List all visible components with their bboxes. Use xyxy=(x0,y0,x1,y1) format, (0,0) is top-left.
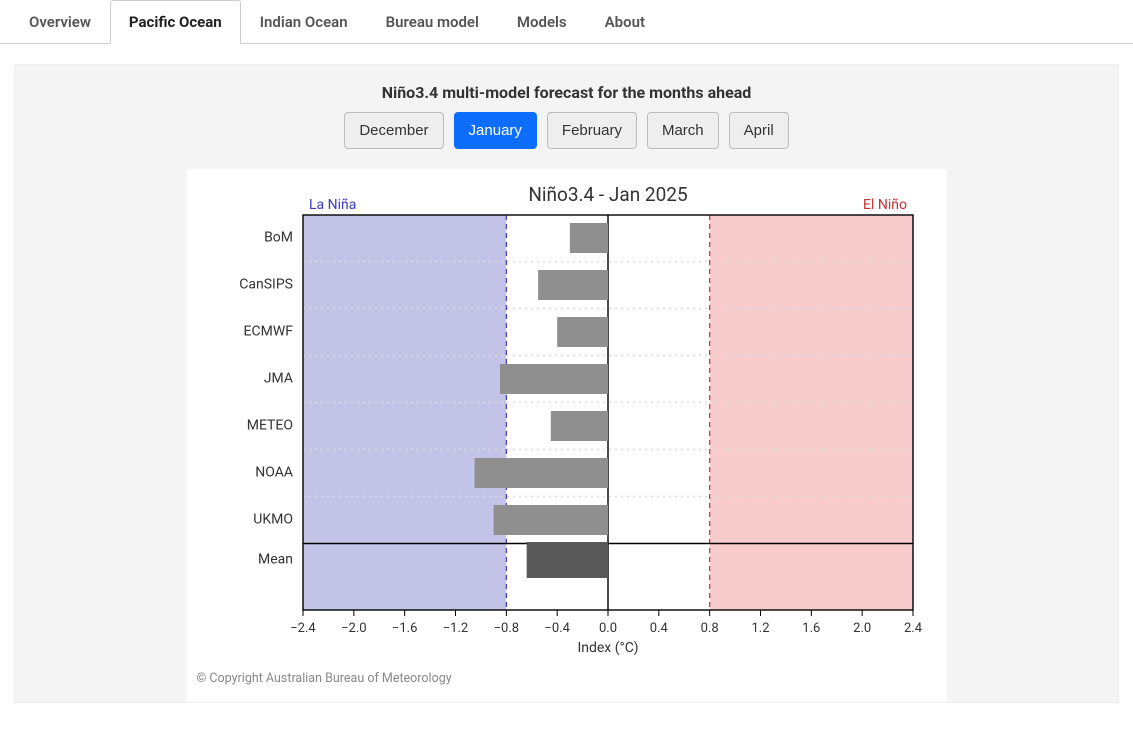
month-march[interactable]: March xyxy=(647,112,719,149)
month-december[interactable]: December xyxy=(344,112,443,149)
month-april[interactable]: April xyxy=(729,112,789,149)
svg-text:−2.0: −2.0 xyxy=(341,621,366,636)
svg-text:UKMO: UKMO xyxy=(253,512,293,528)
tab-models[interactable]: Models xyxy=(498,0,586,44)
svg-text:JMA: JMA xyxy=(263,371,292,387)
svg-text:−0.8: −0.8 xyxy=(493,621,518,636)
svg-text:1.6: 1.6 xyxy=(802,621,820,636)
tab-pacific-ocean[interactable]: Pacific Ocean xyxy=(110,0,241,44)
month-january[interactable]: January xyxy=(454,112,537,149)
svg-text:METEO: METEO xyxy=(246,418,292,434)
tab-indian-ocean[interactable]: Indian Ocean xyxy=(241,0,367,44)
svg-text:−1.6: −1.6 xyxy=(391,621,416,636)
nino34-chart: BoM CanSIPS ECMWF JMA METEO NOAA UKMO Mean −2.4 −… xyxy=(193,175,943,665)
svg-text:−2.4: −2.4 xyxy=(290,621,316,636)
svg-text:2.4: 2.4 xyxy=(903,621,922,636)
month-button-row: December January February March April xyxy=(15,112,1118,169)
svg-text:La Niña: La Niña xyxy=(309,197,356,213)
svg-text:0.0: 0.0 xyxy=(598,621,616,636)
svg-text:NOAA: NOAA xyxy=(255,465,293,481)
tab-about[interactable]: About xyxy=(586,0,664,44)
copyright-text: © Copyright Australian Bureau of Meteoro… xyxy=(197,671,941,686)
svg-text:ECMWF: ECMWF xyxy=(243,324,293,340)
svg-text:1.2: 1.2 xyxy=(751,621,769,636)
svg-text:Niño3.4 - Jan 2025: Niño3.4 - Jan 2025 xyxy=(528,183,687,206)
svg-text:−1.2: −1.2 xyxy=(442,621,467,636)
month-february[interactable]: February xyxy=(547,112,637,149)
svg-text:El Niño: El Niño xyxy=(863,197,907,213)
svg-text:0.4: 0.4 xyxy=(649,621,668,636)
chart-container: BoM CanSIPS ECMWF JMA METEO NOAA UKMO Mean −2.4 −… xyxy=(187,169,947,702)
svg-text:Index (°C): Index (°C) xyxy=(577,640,638,656)
svg-text:BoM: BoM xyxy=(264,230,293,246)
tab-bureau-model[interactable]: Bureau model xyxy=(367,0,498,44)
svg-text:Mean: Mean xyxy=(258,552,293,568)
tab-strip: Overview Pacific Ocean Indian Ocean Bure… xyxy=(0,0,1133,44)
svg-text:0.8: 0.8 xyxy=(700,621,718,636)
forecast-panel: Niño3.4 multi-model forecast for the mon… xyxy=(14,64,1119,703)
svg-text:2.0: 2.0 xyxy=(853,621,871,636)
svg-text:−0.4: −0.4 xyxy=(544,621,570,636)
svg-text:CanSIPS: CanSIPS xyxy=(239,277,293,293)
tab-overview[interactable]: Overview xyxy=(10,0,110,44)
panel-title: Niño3.4 multi-model forecast for the mon… xyxy=(15,65,1118,112)
